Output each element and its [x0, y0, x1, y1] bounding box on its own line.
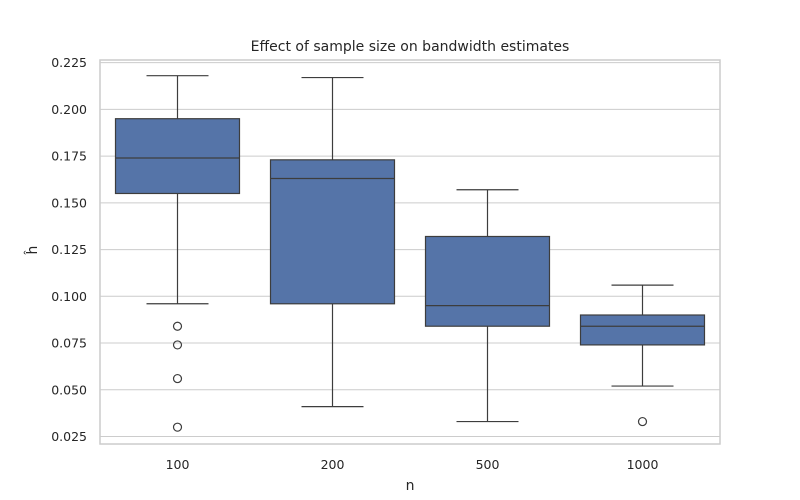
y-tick-label: 0.050 — [51, 382, 87, 397]
boxes-layer — [114, 75, 706, 432]
x-tick-label: 100 — [166, 457, 190, 472]
y-tick-labels: 0.025 0.050 0.075 0.100 0.125 0.150 0.175 0.200… — [51, 55, 87, 444]
y-tick-label: 0.100 — [51, 289, 87, 304]
y-tick-label: 0.025 — [51, 429, 87, 444]
y-tick-label: 0.075 — [51, 336, 87, 351]
y-tick-label: 0.125 — [51, 242, 87, 257]
x-tick-label: 200 — [321, 457, 345, 472]
outlier-point — [172, 321, 183, 331]
iqr-box — [579, 314, 706, 346]
outlier-point — [172, 340, 183, 350]
iqr-box — [424, 235, 551, 327]
box-group-n-200 — [269, 76, 396, 408]
box-group-n-100 — [114, 75, 241, 432]
x-axis-label: n — [406, 478, 415, 494]
x-tick-label: 1000 — [627, 457, 659, 472]
outlier-point — [637, 416, 648, 427]
y-axis-label: ĥ — [23, 246, 41, 256]
x-tick-labels: 100 200 500 1000 — [166, 457, 659, 472]
y-tick-label: 0.150 — [51, 195, 87, 210]
box-group-n-1000 — [579, 284, 706, 427]
y-tick-label: 0.200 — [51, 102, 87, 117]
plot-frame — [99, 59, 721, 445]
iqr-box — [114, 118, 241, 195]
box-group-n-500 — [424, 189, 551, 423]
chart-title: Effect of sample size on bandwidth estim… — [251, 39, 570, 55]
outlier-point — [172, 373, 183, 384]
y-tick-label: 0.225 — [51, 55, 87, 70]
outlier-point — [172, 422, 183, 432]
y-tick-label: 0.175 — [51, 149, 87, 164]
iqr-box — [269, 159, 396, 305]
x-tick-label: 500 — [476, 457, 500, 472]
